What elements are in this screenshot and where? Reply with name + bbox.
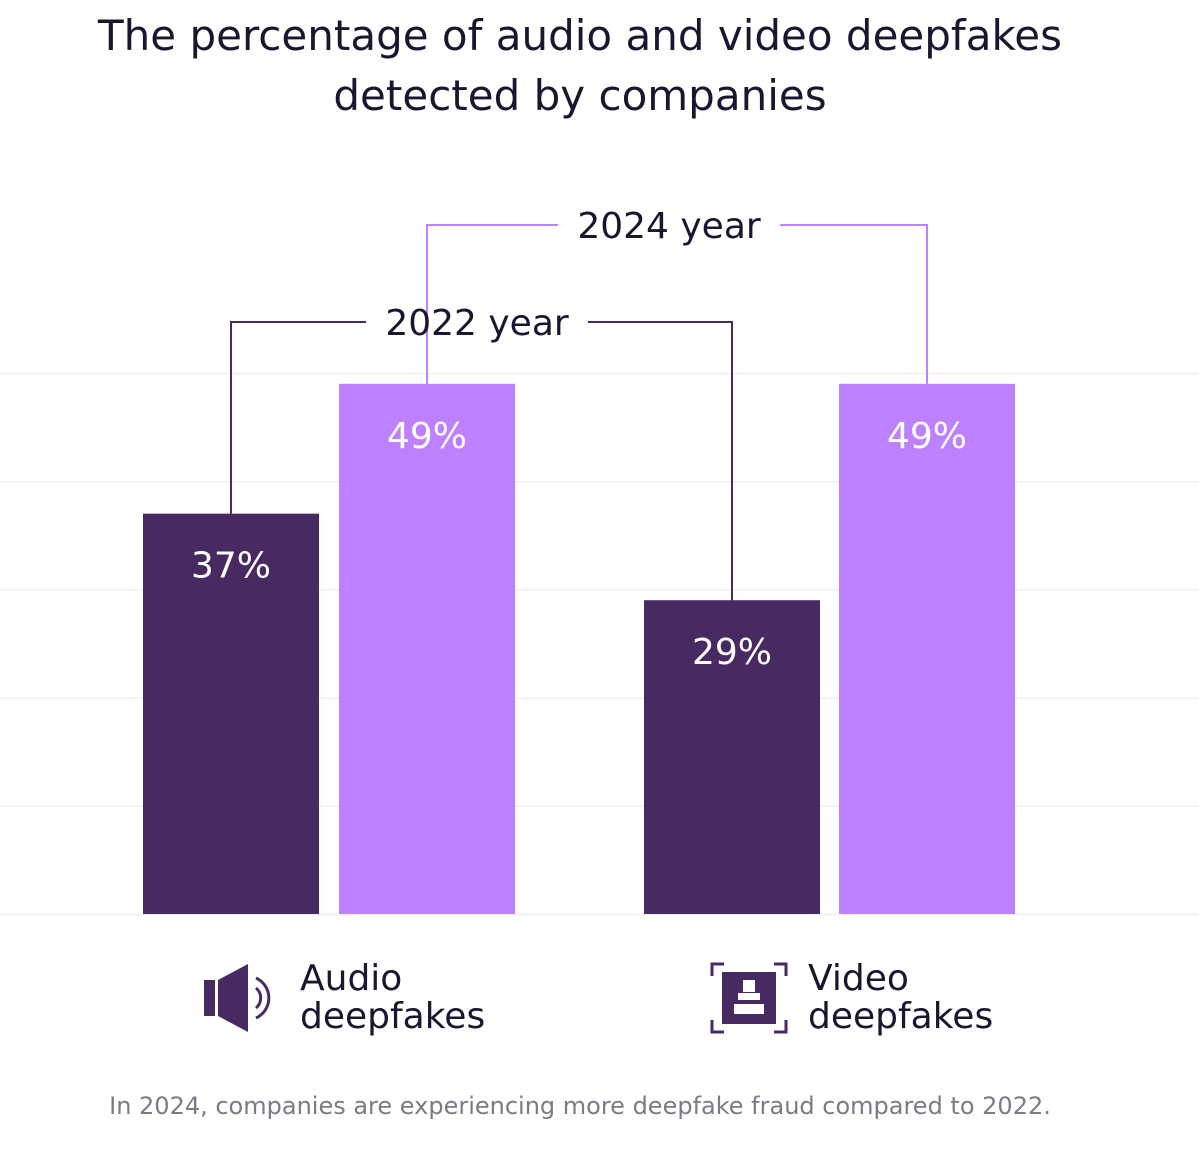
series-label-2024: 2024 year	[577, 206, 761, 247]
data-label-audio-2024: 49%	[387, 416, 467, 457]
data-label-video-2022: 29%	[692, 632, 772, 673]
callout-line-left-2022	[230, 321, 366, 514]
speaker-icon	[204, 964, 271, 1032]
category-audio: Audio deepfakes	[200, 958, 485, 1038]
series-label-2022: 2022 year	[385, 303, 569, 344]
category-label-video: Video deepfakes	[808, 958, 994, 1037]
callout-line-right-2024	[780, 224, 928, 384]
video-frame-icon	[710, 962, 788, 1034]
data-label-video-2024: 49%	[887, 416, 967, 457]
bar-video-2022	[644, 600, 820, 914]
series-callouts: 2024 year 2022 year	[230, 206, 928, 601]
bar-audio-2022	[143, 513, 319, 914]
chart-title-line-1: The percentage of audio and video deepfa…	[98, 11, 1062, 60]
callout-line-right-2022	[588, 321, 733, 601]
category-label-audio: Audio deepfakes	[300, 958, 486, 1037]
chart-footnote: In 2024, companies are experiencing more…	[109, 1092, 1051, 1120]
bars: 37% 29% 49% 49%	[143, 383, 1015, 914]
callout-line-left-2024	[426, 224, 558, 384]
data-label-audio-2022: 37%	[191, 546, 271, 587]
bar-video-2024	[839, 383, 1015, 914]
chart-title-line-2: detected by companies	[333, 71, 827, 120]
bar-audio-2024	[339, 383, 515, 914]
category-video: Video deepfakes	[708, 958, 993, 1038]
